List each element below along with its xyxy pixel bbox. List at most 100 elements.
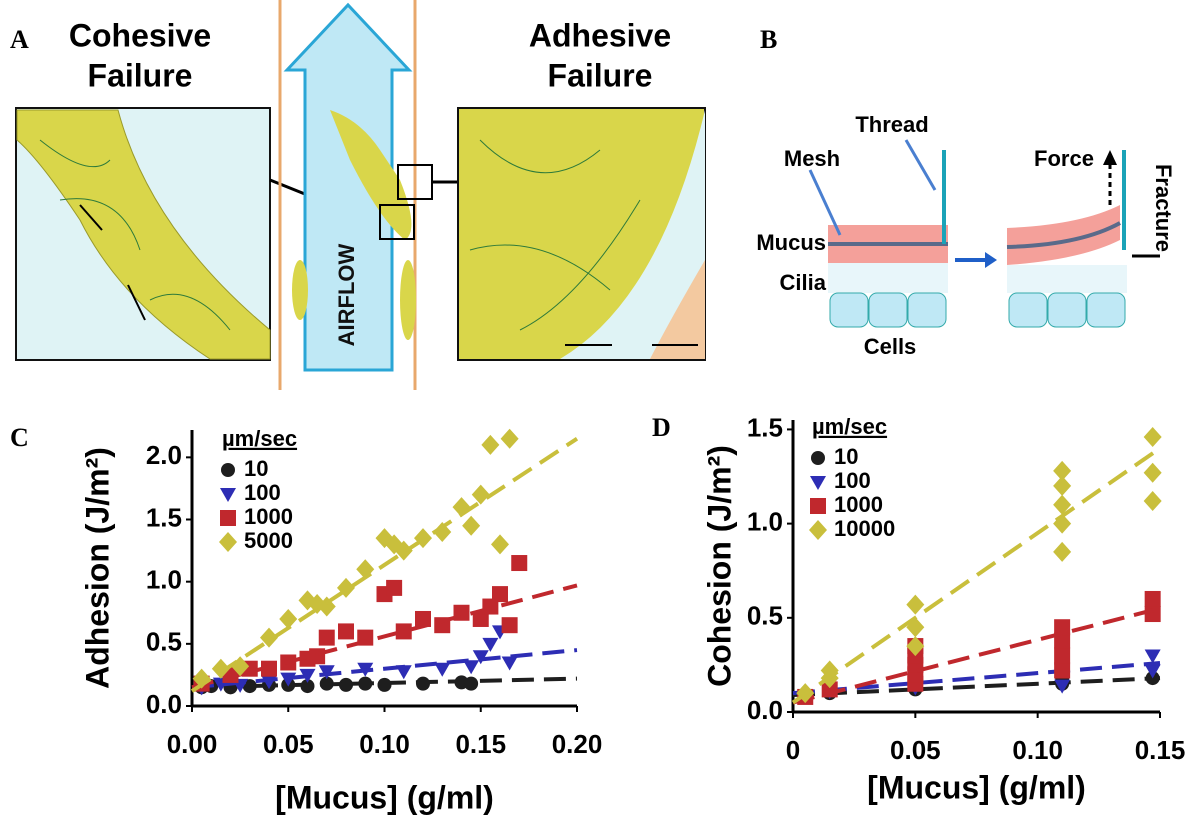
panel-label: C [10, 423, 29, 452]
point [339, 677, 353, 692]
y-axis-title: Cohesion (J/m²) [701, 445, 737, 687]
legend-title: µm/sec [812, 414, 887, 439]
point [242, 679, 257, 694]
point [1143, 462, 1162, 483]
label: Cells [864, 334, 917, 359]
y-tick-label: 1.0 [747, 506, 783, 536]
x-tick-label: 0.05 [890, 735, 941, 765]
legend-marker [809, 520, 827, 540]
x-tick-label: 0.15 [1135, 735, 1186, 765]
x-tick-label: 0.00 [167, 729, 218, 759]
label: Mesh [784, 146, 840, 171]
legend-title: µm/sec [222, 426, 297, 451]
legend-label: 1000 [834, 492, 883, 517]
point [318, 629, 335, 646]
label: Mucus [756, 230, 826, 255]
x-axis-title: [Mucus] (g/ml) [275, 779, 494, 815]
y-tick-label: 0.5 [146, 627, 182, 657]
point [279, 608, 298, 629]
fit-line [792, 606, 1161, 705]
point [394, 540, 413, 561]
point [1143, 491, 1162, 512]
point [501, 656, 518, 671]
legend-label: 10 [834, 444, 858, 469]
schematic [808, 139, 1160, 328]
point [481, 434, 500, 455]
fit-line [792, 676, 1161, 698]
y-tick-label: 1.5 [146, 502, 182, 532]
fit-line [190, 437, 579, 693]
fit-line [791, 446, 1162, 705]
fit-line [191, 676, 578, 690]
x-tick-label: 0.10 [359, 729, 410, 759]
x-tick-label: 0.15 [455, 729, 506, 759]
x-tick-label: 0.10 [1012, 735, 1063, 765]
point [433, 521, 452, 542]
point [434, 662, 451, 677]
panel-label: D [652, 413, 671, 442]
heading: Failure [548, 57, 653, 93]
legend-marker [220, 510, 236, 526]
label: Cilia [780, 270, 827, 295]
label: Thread [855, 112, 928, 137]
point [906, 636, 925, 657]
point [338, 623, 354, 640]
point [1144, 649, 1161, 664]
legend-label: 5000 [244, 528, 293, 553]
point [472, 650, 489, 665]
cohesive-inset [15, 107, 271, 361]
point [1143, 426, 1162, 447]
point [1054, 662, 1071, 679]
y-tick-label: 0.5 [747, 601, 783, 631]
point [1144, 590, 1161, 607]
point [462, 515, 481, 536]
point [500, 428, 519, 449]
point [1053, 541, 1072, 562]
y-tick-label: 0.0 [146, 689, 182, 719]
legend-marker [219, 532, 237, 552]
y-tick-label: 2.0 [146, 440, 182, 470]
legend-marker [220, 488, 236, 502]
label: Fracture [1151, 164, 1176, 252]
point [1054, 647, 1071, 664]
airway: AIRFLOW [278, 0, 433, 390]
x-tick-label: 0 [786, 735, 800, 765]
panel-label: A [10, 25, 29, 54]
point [464, 676, 479, 691]
panel-label: B [760, 25, 777, 54]
legend-label: 10 [244, 456, 268, 481]
legend-marker [811, 451, 825, 465]
x-tick-label: 0.20 [552, 729, 603, 759]
point [1144, 664, 1161, 679]
point [463, 660, 480, 675]
y-tick-label: 1.0 [146, 565, 182, 595]
point [1053, 460, 1072, 481]
point [415, 610, 431, 627]
point [471, 484, 490, 505]
legend-marker [810, 476, 826, 490]
fit-line [191, 648, 578, 690]
point [386, 579, 403, 596]
adhesive-inset [457, 107, 706, 361]
point [211, 658, 230, 679]
legend-label: 100 [834, 468, 871, 493]
legend-label: 1000 [244, 504, 293, 529]
point [1053, 494, 1072, 515]
heading: Cohesive [69, 17, 211, 53]
point [482, 637, 499, 652]
point [395, 623, 412, 640]
y-axis-title: Adhesion (J/m²) [79, 447, 115, 689]
label: Force [1034, 146, 1094, 171]
y-tick-label: 0.0 [747, 695, 783, 725]
fit-line [191, 583, 578, 690]
point [1053, 475, 1072, 496]
y-tick-label: 1.5 [747, 412, 783, 442]
point [511, 555, 528, 572]
point [491, 534, 509, 555]
airflow-label: AIRFLOW [334, 243, 359, 346]
legend-label: 10000 [834, 516, 895, 541]
point [501, 617, 518, 634]
legend-marker [221, 463, 235, 477]
fit-line [792, 661, 1161, 696]
